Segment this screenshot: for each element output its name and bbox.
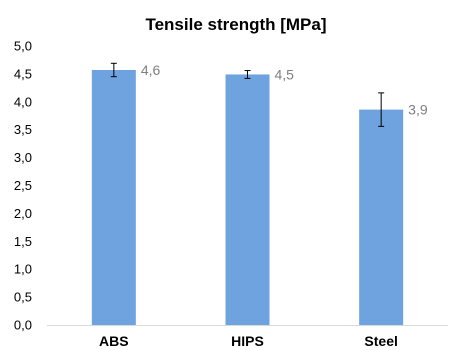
x-tick-label-hips: HIPS: [231, 333, 264, 349]
data-label-hips: 4,5: [275, 66, 295, 82]
y-tick-label: 4,5: [14, 66, 32, 81]
y-axis-tick-labels: 0,0 0,5 1,0 1,5 2,0 2,5 3,0 3,5 4,0 4,5 5,0: [14, 39, 32, 333]
x-tick-label-steel: Steel: [364, 333, 397, 349]
y-tick-label: 3,0: [14, 150, 32, 165]
data-label-steel: 3,9: [408, 102, 428, 118]
error-bars-group: [110, 62, 385, 127]
bar-abs: [91, 69, 136, 325]
y-tick-label: 2,5: [14, 178, 32, 193]
y-tick-label: 4,0: [14, 94, 32, 109]
data-labels-group: 4,6 4,5 3,9: [141, 62, 428, 118]
y-tick-label: 3,5: [14, 122, 32, 137]
x-axis-tick-labels: ABS HIPS Steel: [99, 333, 398, 349]
y-tick-label: 0,0: [14, 318, 32, 333]
bar-steel: [359, 109, 404, 325]
y-tick-label: 1,0: [14, 262, 32, 277]
y-tick-label: 5,0: [14, 39, 32, 54]
data-label-abs: 4,6: [141, 62, 161, 78]
x-tick-label-abs: ABS: [99, 333, 129, 349]
y-tick-label: 2,0: [14, 206, 32, 221]
y-tick-label: 1,5: [14, 234, 32, 249]
bar-hips: [225, 74, 270, 325]
y-tick-label: 0,5: [14, 290, 32, 305]
chart-title: Tensile strength [MPa]: [145, 15, 326, 34]
bars-group: [91, 69, 404, 325]
